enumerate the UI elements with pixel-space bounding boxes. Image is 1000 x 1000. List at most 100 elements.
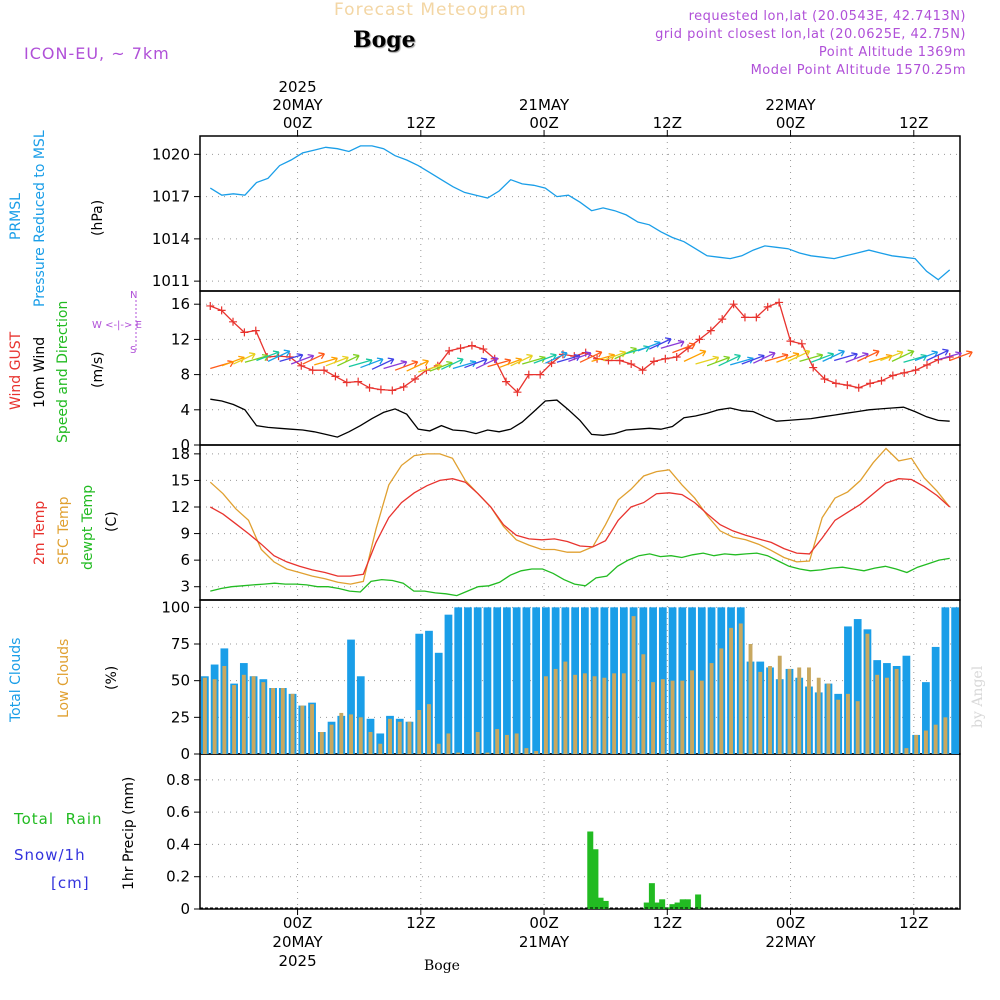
y-tick-label: 6 <box>180 551 190 569</box>
wind-arrow-head <box>966 350 973 358</box>
low-cloud-bar <box>222 666 227 754</box>
wind-direction-arrow <box>741 354 765 365</box>
compass-s: S <box>130 345 137 356</box>
wind-arrow-head <box>400 360 408 368</box>
wind-arrow-head <box>768 351 776 359</box>
wind-direction-arrow <box>406 360 429 372</box>
wind-arrow-head <box>699 349 707 357</box>
rain-bar <box>597 897 604 909</box>
wind-direction-arrow <box>730 357 754 366</box>
low-cloud-bar <box>816 677 821 754</box>
gust-marker <box>775 298 784 307</box>
top-hour-label: 12Z <box>653 114 682 132</box>
gust-marker <box>206 301 215 310</box>
y-tick-label: 100 <box>161 598 190 616</box>
low-cloud-bar <box>933 724 938 754</box>
y-tick-label: 8 <box>180 366 190 384</box>
gust-marker <box>820 375 829 383</box>
wind-direction-arrow <box>325 356 349 367</box>
low-cloud-bar <box>923 730 928 754</box>
wind-arrow-head <box>677 339 685 347</box>
wind-arrow-head <box>712 355 720 363</box>
rain-bar <box>669 904 676 909</box>
top-date-label: 00Z <box>283 114 312 132</box>
wind-direction-arrow <box>868 355 893 363</box>
gust-marker <box>251 326 260 335</box>
snow-label: Snow/1h <box>14 846 86 864</box>
low-cloud-bar <box>758 671 763 754</box>
wind-arrow-head <box>411 360 419 368</box>
low-cloud-bar <box>251 676 256 754</box>
wind-arrow-head <box>352 353 360 361</box>
chart-title: Forecast Meteogram <box>334 0 527 20</box>
rain-bar <box>674 902 681 909</box>
low-cloud-bar <box>875 674 880 754</box>
compass-n: N <box>130 290 138 301</box>
wind-arrow-head <box>387 357 395 365</box>
wind-direction-arrow <box>429 362 453 372</box>
gust-marker <box>866 379 875 388</box>
top-date-label: 00Z <box>529 114 558 132</box>
gust-marker <box>843 381 852 390</box>
gust-marker <box>718 315 727 324</box>
low-cloud-bar <box>592 676 597 754</box>
low-cloud-bar <box>631 616 636 754</box>
wind-direction-arrow <box>810 353 834 363</box>
low-cloud-bar <box>884 677 889 754</box>
bottom-date-label: 2025 <box>278 952 316 970</box>
requested-coords: requested lon,lat (20.0543E, 42.7413N) <box>688 9 966 24</box>
rain-bar <box>592 849 599 909</box>
gust-marker <box>809 363 818 372</box>
low-cloud-bar <box>573 674 578 754</box>
total-cloud-bar <box>951 607 959 754</box>
total-rain-label: Total Rain <box>14 810 103 828</box>
low-cloud-bar <box>660 679 665 754</box>
pressure-line <box>209 145 951 281</box>
wind-direction-arrow <box>568 352 592 363</box>
wind-gust-line <box>210 301 950 394</box>
rain-bar <box>695 894 702 909</box>
low-cloud-bar <box>719 648 724 754</box>
wind-direction-arrow <box>834 353 858 362</box>
y-tick-label: 1017 <box>152 188 190 206</box>
gust-marker <box>786 337 795 346</box>
wind-direction-arrow <box>487 359 511 368</box>
wind-direction-arrow <box>510 354 533 367</box>
grid-point-coords: grid point closest lon,lat (20.0625E, 42… <box>655 27 966 42</box>
low-cloud-bar <box>329 724 334 754</box>
rain-bar <box>659 899 666 909</box>
low-cloud-bar <box>670 680 675 754</box>
model-altitude: Model Point Altitude 1570.25m <box>750 63 966 78</box>
wind-direction-arrow <box>683 350 706 362</box>
total-cloud-bar <box>415 633 424 754</box>
wind-arrow-head <box>318 352 325 360</box>
gust-marker <box>376 385 385 394</box>
gust-marker <box>229 317 238 326</box>
rain-bar <box>654 902 661 909</box>
wind-direction-arrow <box>949 351 973 362</box>
wind-direction-arrow <box>649 338 672 350</box>
gust-marker <box>695 335 704 344</box>
low-cloud-bar <box>709 663 714 754</box>
low-cloud-bar <box>427 704 431 754</box>
dewpt-line <box>210 552 950 597</box>
low-cloud-bar <box>777 655 782 754</box>
y-tick-label: 0.4 <box>166 835 190 853</box>
low-cloud-bar <box>290 693 295 754</box>
low-cloud-bar <box>543 676 548 754</box>
wind-direction-arrow <box>418 364 442 373</box>
low-cloud-bar <box>280 688 285 754</box>
wind-direction-arrow <box>441 358 464 370</box>
low-cloud-bar <box>241 674 246 754</box>
total-cloud-bar <box>931 646 940 754</box>
bottom-date-label: 00Z <box>283 914 312 932</box>
wind-direction-arrow <box>695 356 719 365</box>
gust-marker <box>354 377 363 386</box>
gust-marker <box>445 346 454 355</box>
wind-arrow-head <box>595 350 603 358</box>
total-cloud-bar <box>649 607 657 754</box>
low-cloud-bar <box>397 721 402 754</box>
top-date-label: 20MAY <box>272 96 323 114</box>
total-cloud-bar <box>853 619 862 754</box>
